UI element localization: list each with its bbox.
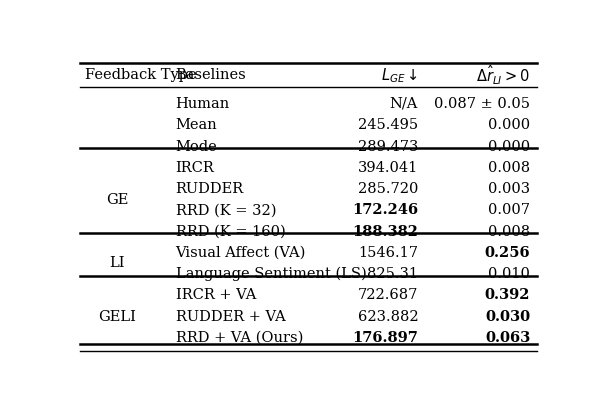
Text: N/A: N/A bbox=[389, 97, 418, 111]
Text: RRD (K = 160): RRD (K = 160) bbox=[176, 224, 285, 238]
Text: Language Sentiment (LS): Language Sentiment (LS) bbox=[176, 266, 366, 281]
Text: 0.007: 0.007 bbox=[488, 203, 530, 217]
Text: Visual Affect (VA): Visual Affect (VA) bbox=[176, 245, 306, 259]
Text: 289.473: 289.473 bbox=[358, 139, 418, 153]
Text: 188.382: 188.382 bbox=[352, 224, 418, 238]
Text: RRD + VA (Ours): RRD + VA (Ours) bbox=[176, 330, 303, 344]
Text: IRCR + VA: IRCR + VA bbox=[176, 288, 256, 302]
Text: $L_{GE}\downarrow$: $L_{GE}\downarrow$ bbox=[381, 66, 418, 84]
Text: 394.041: 394.041 bbox=[358, 160, 418, 174]
Text: Feedback Type: Feedback Type bbox=[84, 68, 196, 82]
Text: LI: LI bbox=[110, 256, 125, 270]
Text: 172.246: 172.246 bbox=[352, 203, 418, 217]
Text: 0.008: 0.008 bbox=[488, 224, 530, 238]
Text: 0.392: 0.392 bbox=[485, 288, 530, 302]
Text: 825.31: 825.31 bbox=[367, 266, 418, 280]
Text: GELI: GELI bbox=[98, 309, 136, 323]
Text: 0.010: 0.010 bbox=[488, 266, 530, 280]
Text: Mean: Mean bbox=[176, 118, 217, 132]
Text: 0.003: 0.003 bbox=[488, 181, 530, 196]
Text: RRD (K = 32): RRD (K = 32) bbox=[176, 203, 276, 217]
Text: GE: GE bbox=[106, 192, 128, 206]
Text: RUDDER: RUDDER bbox=[176, 181, 244, 196]
Text: Mode: Mode bbox=[176, 139, 217, 153]
Text: 0.000: 0.000 bbox=[488, 139, 530, 153]
Text: $\Delta\hat{r}_{LI}>0$: $\Delta\hat{r}_{LI}>0$ bbox=[476, 64, 530, 86]
Text: 722.687: 722.687 bbox=[358, 288, 418, 302]
Text: 285.720: 285.720 bbox=[358, 181, 418, 196]
Text: 0.063: 0.063 bbox=[485, 330, 530, 344]
Text: Baselines: Baselines bbox=[176, 68, 246, 82]
Text: Human: Human bbox=[176, 97, 230, 111]
Text: 176.897: 176.897 bbox=[352, 330, 418, 344]
Text: 0.008: 0.008 bbox=[488, 160, 530, 174]
Text: RUDDER + VA: RUDDER + VA bbox=[176, 309, 285, 323]
Text: 0.087 ± 0.05: 0.087 ± 0.05 bbox=[434, 97, 530, 111]
Text: 623.882: 623.882 bbox=[358, 309, 418, 323]
Text: 245.495: 245.495 bbox=[358, 118, 418, 132]
Text: IRCR: IRCR bbox=[176, 160, 214, 174]
Text: 0.256: 0.256 bbox=[485, 245, 530, 259]
Text: 0.000: 0.000 bbox=[488, 118, 530, 132]
Text: 1546.17: 1546.17 bbox=[358, 245, 418, 259]
Text: 0.030: 0.030 bbox=[485, 309, 530, 323]
